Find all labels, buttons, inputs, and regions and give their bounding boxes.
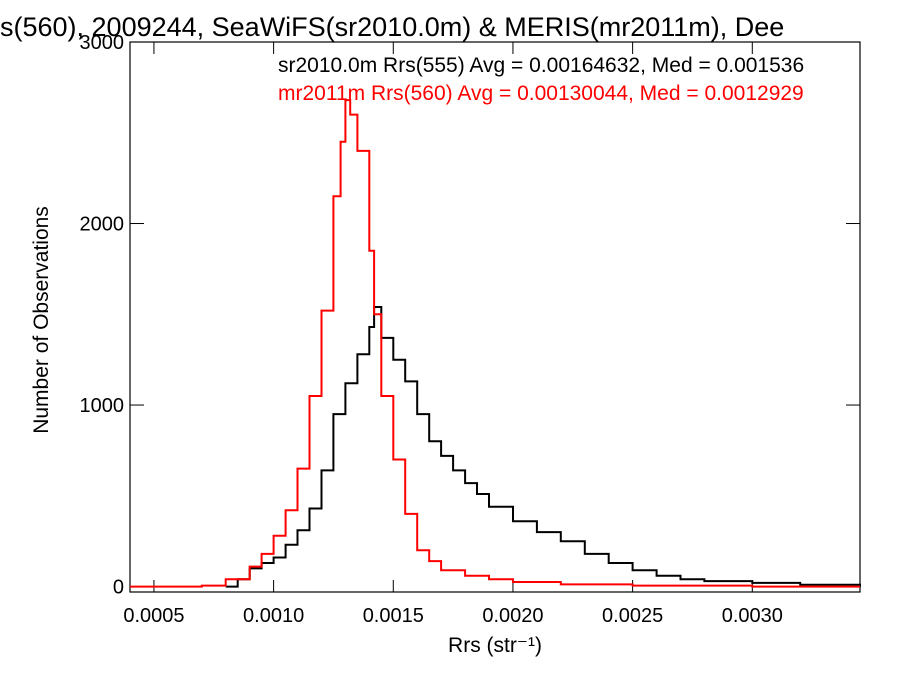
x-tick-label: 0.0020 bbox=[482, 605, 543, 627]
y-tick-label: 2000 bbox=[80, 214, 125, 236]
x-tick-label: 0.0025 bbox=[602, 605, 663, 627]
x-tick-label: 0.0010 bbox=[243, 605, 304, 627]
chart-title: s(560), 2009244, SeaWiFS(sr2010.0m) & ME… bbox=[0, 12, 784, 42]
annotation-red: mr2011m Rrs(560) Avg = 0.00130044, Med =… bbox=[278, 82, 804, 105]
series-line-mr2011 bbox=[130, 99, 860, 588]
plot-frame bbox=[129, 41, 861, 593]
plot-area: 0.0005 0.0010 0.0015 0.0020 0.0025 0.0030 0 100… bbox=[80, 32, 861, 627]
y-tick-label: 3000 bbox=[80, 32, 125, 54]
x-tick-label: 0.0030 bbox=[722, 605, 783, 627]
y-tick-label: 1000 bbox=[80, 395, 125, 417]
y-tick-label: 0 bbox=[113, 577, 124, 599]
x-tick-label: 0.0015 bbox=[363, 605, 424, 627]
x-tick-label: 0.0005 bbox=[123, 605, 184, 627]
x-axis-label: Rrs (str⁻¹) bbox=[448, 634, 542, 657]
annotation-black: sr2010.0m Rrs(555) Avg = 0.00164632, Med… bbox=[278, 54, 804, 77]
y-axis-label: Number of Observations bbox=[30, 206, 53, 434]
series-line-sr2010 bbox=[225, 306, 861, 588]
